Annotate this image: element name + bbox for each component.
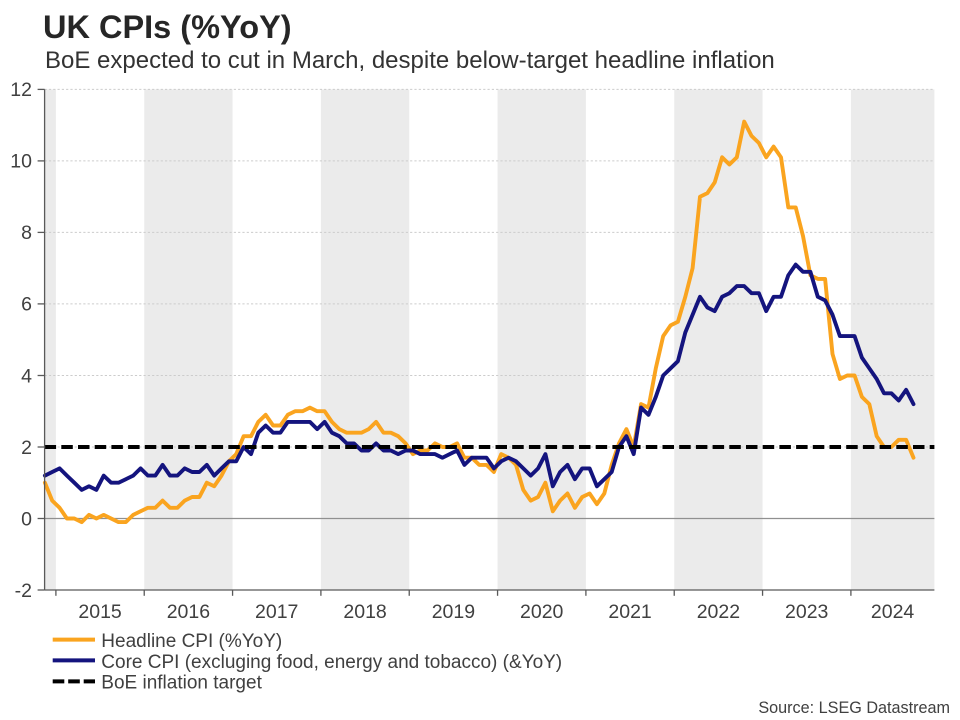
svg-text:4: 4 (21, 365, 32, 387)
svg-text:6: 6 (21, 294, 32, 316)
svg-text:2021: 2021 (608, 601, 651, 623)
svg-text:2022: 2022 (697, 601, 740, 623)
svg-text:2: 2 (21, 437, 32, 459)
svg-text:10: 10 (10, 151, 32, 173)
svg-text:2019: 2019 (432, 601, 475, 623)
svg-text:Core CPI (excluging food, ener: Core CPI (excluging food, energy and tob… (101, 652, 562, 673)
svg-text:2024: 2024 (871, 601, 915, 623)
svg-text:2016: 2016 (167, 601, 210, 623)
svg-text:BoE inflation target: BoE inflation target (101, 673, 262, 694)
svg-text:2023: 2023 (785, 601, 828, 623)
svg-text:Headline CPI (%YoY): Headline CPI (%YoY) (101, 631, 282, 652)
svg-text:0: 0 (21, 508, 32, 530)
svg-text:2017: 2017 (255, 601, 298, 623)
svg-text:-2: -2 (15, 580, 32, 602)
svg-text:2018: 2018 (343, 601, 386, 623)
svg-text:2015: 2015 (78, 601, 122, 623)
svg-text:2020: 2020 (520, 601, 564, 623)
svg-text:12: 12 (10, 79, 32, 101)
svg-text:8: 8 (21, 222, 32, 244)
